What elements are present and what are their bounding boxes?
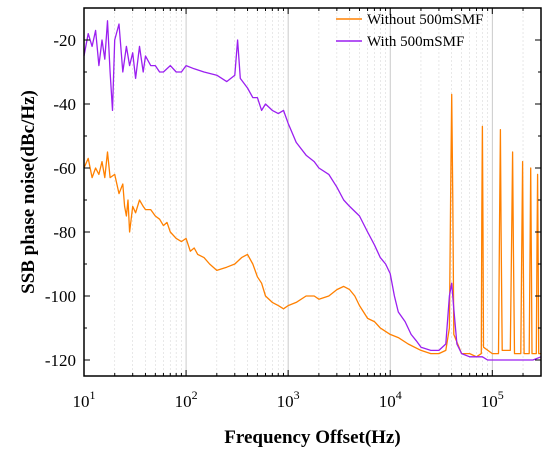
plot-frame (83, 7, 542, 377)
y-axis-title: SSB phase noise(dBc/Hz) (18, 90, 39, 294)
axis-ticks (83, 8, 542, 376)
legend-label: With 500mSMF (367, 34, 464, 50)
y-tick-label: -60 (53, 159, 76, 178)
grid (83, 8, 542, 376)
y-tick-labels: -20 -40 -60 -80 -100 -120 (45, 31, 76, 370)
plot-lines (83, 20, 542, 361)
x-axis-title: Frequency Offset(Hz) (224, 427, 400, 448)
x-tick-label: 103 (277, 388, 300, 411)
x-tick-label: 102 (175, 388, 198, 411)
y-tick-label: -40 (53, 95, 76, 114)
y-tick-label: -100 (45, 287, 76, 306)
y-tick-label: -20 (53, 31, 76, 50)
y-tick-label: -120 (45, 351, 76, 370)
series-line-with-500msmf (83, 20, 542, 361)
x-tick-label: 105 (481, 388, 504, 411)
x-tick-labels: 101 102 103 104 105 (73, 388, 504, 411)
y-tick-label: -80 (53, 223, 76, 242)
series-line-without-500msmf (83, 93, 541, 358)
x-tick-label: 101 (73, 388, 96, 411)
legend: Without 500mSMF With 500mSMF (336, 12, 484, 50)
x-tick-label: 104 (379, 388, 402, 411)
legend-label: Without 500mSMF (367, 12, 484, 28)
